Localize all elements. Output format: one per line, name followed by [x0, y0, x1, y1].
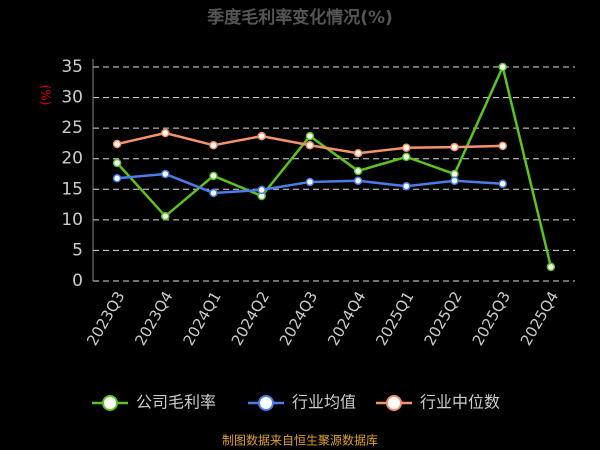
- y-tick-label: 25: [61, 118, 83, 138]
- y-tick-label: 20: [61, 149, 83, 169]
- y-tick-label: 0: [72, 271, 83, 291]
- point-marker: [305, 141, 315, 150]
- point-marker: [209, 141, 218, 150]
- chart-title: 季度毛利率变化情况(%): [207, 7, 393, 28]
- point-marker: [305, 177, 315, 187]
- point-marker: [209, 171, 218, 181]
- legend-label: 行业中位数: [420, 393, 500, 412]
- point-marker: [353, 148, 363, 158]
- point-marker: [209, 188, 218, 198]
- point-marker: [450, 142, 459, 152]
- point-marker: [402, 143, 411, 152]
- point-marker: [257, 185, 266, 195]
- point-marker: [353, 166, 363, 176]
- y-tick-label: 35: [61, 57, 83, 77]
- point-marker: [450, 176, 459, 185]
- point-marker: [112, 174, 122, 183]
- y-tick-label: 15: [61, 179, 83, 199]
- point-marker: [353, 176, 363, 185]
- point-marker: [161, 128, 170, 138]
- y-axis-title: (%): [39, 85, 53, 106]
- point-marker: [257, 131, 266, 141]
- y-tick-label: 30: [61, 88, 83, 108]
- point-marker: [112, 139, 122, 149]
- y-tick-label: 10: [61, 210, 83, 230]
- point-marker: [450, 169, 459, 179]
- y-tick-label: 5: [72, 240, 83, 260]
- point-marker: [402, 181, 411, 191]
- legend-label: 行业均值: [292, 393, 356, 412]
- legend-marker: [258, 395, 274, 411]
- point-marker: [161, 211, 170, 221]
- point-marker: [112, 158, 122, 168]
- point-marker: [546, 262, 556, 272]
- point-marker: [305, 131, 315, 141]
- footer: 制图数据来自恒生聚源数据库: [222, 433, 378, 448]
- series-line: [116, 63, 553, 268]
- point-marker: [498, 141, 507, 151]
- point-marker: [161, 169, 170, 179]
- legend-marker: [102, 395, 118, 411]
- legend-label: 公司毛利率: [136, 393, 216, 412]
- point-marker: [498, 62, 507, 72]
- legend-marker: [386, 395, 402, 411]
- point-marker: [498, 179, 507, 189]
- point-marker: [402, 152, 411, 162]
